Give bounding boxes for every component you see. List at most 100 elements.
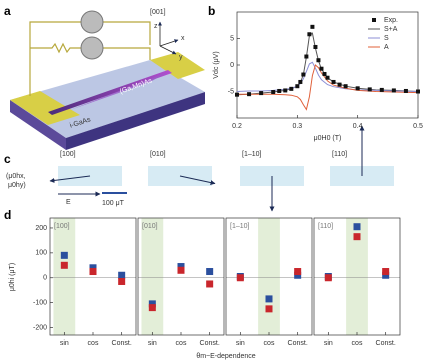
data-point — [60, 261, 68, 269]
x-tick-label: sin — [236, 340, 245, 347]
data-point — [236, 274, 244, 282]
data-point — [319, 66, 324, 71]
axis-label: x — [181, 35, 185, 42]
highlight-band — [258, 218, 280, 335]
bar-wire — [48, 70, 172, 115]
subplot-title: [1–10] — [230, 223, 250, 230]
scale-label: 100 μT — [102, 200, 125, 207]
data-point — [89, 264, 97, 272]
contact-left — [10, 91, 80, 125]
x-tick-label: 0.2 — [232, 123, 242, 130]
axis-y — [159, 45, 177, 55]
c-ylabel: μ0hy) — [8, 182, 26, 189]
data-point — [177, 263, 185, 271]
x-tick-label: cos — [264, 340, 275, 347]
panel-label: d — [4, 208, 11, 222]
data-line — [237, 64, 419, 111]
x-tick-label: Const. — [112, 340, 132, 347]
data-point — [60, 251, 68, 259]
x-tick-label: Const. — [288, 340, 308, 347]
subplot-title: [010] — [142, 223, 158, 230]
highlight-band — [346, 218, 368, 335]
data-point — [301, 72, 306, 77]
data-point — [322, 72, 327, 77]
field-vector — [179, 175, 216, 186]
data-point — [271, 90, 276, 95]
panel-label: c — [4, 152, 11, 166]
c-ylabel: (μ0hx, — [6, 173, 26, 180]
data-point — [316, 58, 321, 63]
data-point — [304, 54, 309, 59]
legend-label: A — [384, 44, 389, 51]
panel-label: a — [4, 4, 11, 18]
data-point — [325, 75, 330, 80]
axis-label: z — [154, 23, 158, 30]
y-tick-label: 0 — [230, 62, 234, 69]
data-line — [236, 32, 419, 96]
data-point — [259, 91, 264, 96]
data-point — [118, 271, 126, 279]
data-point — [206, 268, 214, 276]
data-point — [403, 88, 408, 93]
data-point — [307, 32, 312, 37]
y-tick-label: 5 — [230, 35, 234, 42]
direction-label: [010] — [150, 151, 166, 158]
data-point — [355, 86, 360, 91]
x-tick-label: Const. — [376, 340, 396, 347]
data-point — [289, 86, 294, 91]
y-tick-label: 0 — [43, 275, 47, 282]
data-point — [277, 88, 282, 93]
field-vector — [49, 175, 91, 183]
legend-label: S+A — [384, 26, 398, 33]
device-illustration: [001] z x y (Ga,Mn)As i-GaAs — [10, 9, 205, 150]
legend-label: Exp. — [384, 17, 398, 24]
y-tick-label: 200 — [35, 225, 47, 232]
x-tick-label: sin — [324, 340, 333, 347]
data-point — [379, 87, 384, 92]
data-point — [235, 92, 239, 97]
data-point — [148, 304, 156, 312]
data-point — [298, 79, 303, 84]
data-point — [324, 274, 332, 282]
data-point — [382, 271, 390, 279]
x-axis-label: μ0H0 (T) — [314, 135, 342, 142]
data-point — [148, 300, 156, 308]
data-point — [382, 268, 390, 276]
axis-x — [159, 39, 179, 47]
data-point — [313, 44, 318, 49]
d-ylabel: μ0hi (μT) — [9, 263, 16, 291]
direction-label: [1–10] — [242, 151, 262, 158]
x-tick-label: cos — [352, 340, 363, 347]
direction-label: [100] — [60, 151, 76, 158]
x-tick-label: cos — [88, 340, 99, 347]
data-point — [294, 268, 302, 276]
data-point — [294, 271, 302, 279]
data-point — [391, 88, 396, 93]
highlight-band — [53, 218, 76, 335]
magnetization — [70, 72, 168, 110]
d-xlabel: θm−E-dependence — [196, 353, 255, 360]
y-axis-label: Vdc (μV) — [213, 51, 220, 78]
y-tick-label: -200 — [33, 324, 47, 331]
source — [80, 10, 104, 34]
contact-right — [150, 52, 205, 79]
x-tick-label: cos — [176, 340, 187, 347]
data-point — [177, 266, 185, 274]
data-point — [265, 305, 273, 313]
data-point — [331, 79, 336, 84]
data-point — [265, 295, 273, 303]
field-label: E — [66, 199, 71, 206]
x-tick-label: Const. — [200, 340, 220, 347]
x-tick-label: 0.5 — [413, 123, 423, 130]
data-point — [353, 233, 361, 241]
data-point — [337, 82, 342, 87]
direction-label: [001] — [150, 9, 166, 16]
data-point — [353, 223, 361, 231]
data-point — [283, 88, 288, 93]
data-point — [118, 277, 126, 285]
highlight-band — [141, 218, 164, 335]
data-point — [310, 24, 315, 29]
x-tick-label: 0.4 — [353, 123, 363, 130]
